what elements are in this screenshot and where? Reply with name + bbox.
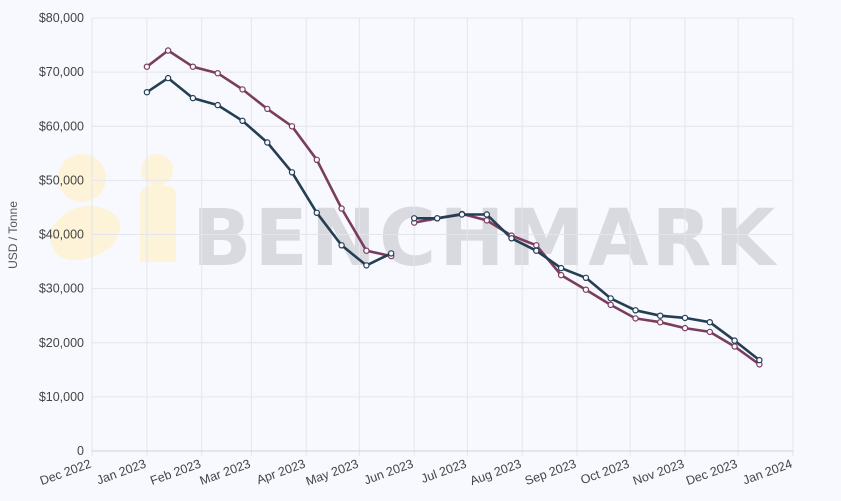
series-group <box>143 47 763 368</box>
data-point-series-2[interactable] <box>632 307 639 314</box>
data-point-series-1[interactable] <box>214 69 221 77</box>
data-point-series-1[interactable] <box>731 343 738 350</box>
data-point-series-1[interactable] <box>363 247 370 254</box>
data-point-series-1[interactable] <box>143 63 151 70</box>
data-point-series-1[interactable] <box>632 315 639 322</box>
x-tick-label: May 2023 <box>304 457 360 489</box>
x-tick-label: Dec 2023 <box>684 457 739 488</box>
x-tick-label: Jan 2024 <box>741 457 794 488</box>
y-axis-ticks: 0 $10,000 $20,000 $30,000 $40,000 $50,000 $60,… <box>39 11 84 458</box>
data-point-series-2[interactable] <box>434 215 441 222</box>
x-tick-label: Mar 2023 <box>198 457 252 488</box>
data-point-series-2[interactable] <box>338 242 345 249</box>
y-tick-label: $10,000 <box>39 390 84 404</box>
data-point-series-1[interactable] <box>557 271 565 279</box>
y-tick-label: $80,000 <box>39 11 84 25</box>
x-tick-label: Jun 2023 <box>362 457 415 488</box>
data-point-series-2[interactable] <box>264 139 271 146</box>
data-point-series-2[interactable] <box>288 169 296 176</box>
data-point-series-1[interactable] <box>582 286 590 293</box>
data-point-series-1[interactable] <box>533 242 540 249</box>
x-tick-label: Jul 2023 <box>419 457 468 486</box>
data-point-series-1[interactable] <box>264 105 271 113</box>
watermark-text: BENCHMARK <box>192 194 778 284</box>
data-point-series-2[interactable] <box>214 101 221 109</box>
x-tick-label: Aug 2023 <box>468 457 523 488</box>
y-tick-label: $60,000 <box>39 119 84 133</box>
x-tick-label: Oct 2023 <box>579 457 632 488</box>
data-point-series-1[interactable] <box>164 47 172 54</box>
data-point-series-1[interactable] <box>657 319 664 326</box>
data-point-series-1[interactable] <box>338 205 345 212</box>
data-point-series-2[interactable] <box>313 209 320 216</box>
data-point-series-2[interactable] <box>164 74 172 82</box>
data-point-series-2[interactable] <box>239 117 246 125</box>
y-tick-label: $50,000 <box>39 173 84 187</box>
data-point-series-2[interactable] <box>756 356 763 364</box>
y-axis-label: USD / Tonne <box>6 201 20 269</box>
data-point-series-2[interactable] <box>582 274 590 281</box>
data-point-series-2[interactable] <box>458 211 466 218</box>
data-point-series-2[interactable] <box>143 88 151 96</box>
data-point-series-2[interactable] <box>411 215 418 222</box>
data-point-series-2[interactable] <box>731 337 738 344</box>
data-point-series-1[interactable] <box>706 328 714 336</box>
data-point-series-2[interactable] <box>363 262 370 269</box>
x-tick-label: Apr 2023 <box>255 457 308 488</box>
y-tick-label: 0 <box>77 444 84 458</box>
watermark-logo <box>49 154 176 262</box>
data-point-series-2[interactable] <box>681 314 689 322</box>
y-tick-label: $20,000 <box>39 336 84 350</box>
x-tick-label: Nov 2023 <box>631 457 686 488</box>
data-point-series-1[interactable] <box>288 123 296 130</box>
data-point-series-1[interactable] <box>313 156 320 163</box>
gridlines <box>91 17 794 456</box>
data-point-series-1[interactable] <box>681 324 689 332</box>
x-tick-label: Sep 2023 <box>523 457 578 488</box>
data-point-series-2[interactable] <box>388 250 395 257</box>
x-tick-label: Jan 2023 <box>95 457 148 488</box>
data-point-series-2[interactable] <box>533 247 540 254</box>
y-tick-label: $70,000 <box>39 65 84 79</box>
data-point-series-2[interactable] <box>508 235 515 242</box>
data-point-series-2[interactable] <box>706 319 714 326</box>
data-point-series-1[interactable] <box>607 301 614 309</box>
data-point-series-2[interactable] <box>657 312 664 319</box>
x-tick-label: Dec 2022 <box>38 457 93 488</box>
data-point-series-1[interactable] <box>239 86 246 93</box>
data-point-series-1[interactable] <box>189 63 197 70</box>
data-point-series-2[interactable] <box>607 295 614 302</box>
y-tick-label: $40,000 <box>39 228 84 242</box>
y-tick-label: $30,000 <box>39 282 84 296</box>
data-point-series-2[interactable] <box>483 211 490 218</box>
data-point-series-2[interactable] <box>557 264 565 272</box>
data-point-series-2[interactable] <box>189 94 197 102</box>
x-tick-label: Feb 2023 <box>148 457 202 488</box>
data-point-series-1[interactable] <box>483 217 490 224</box>
